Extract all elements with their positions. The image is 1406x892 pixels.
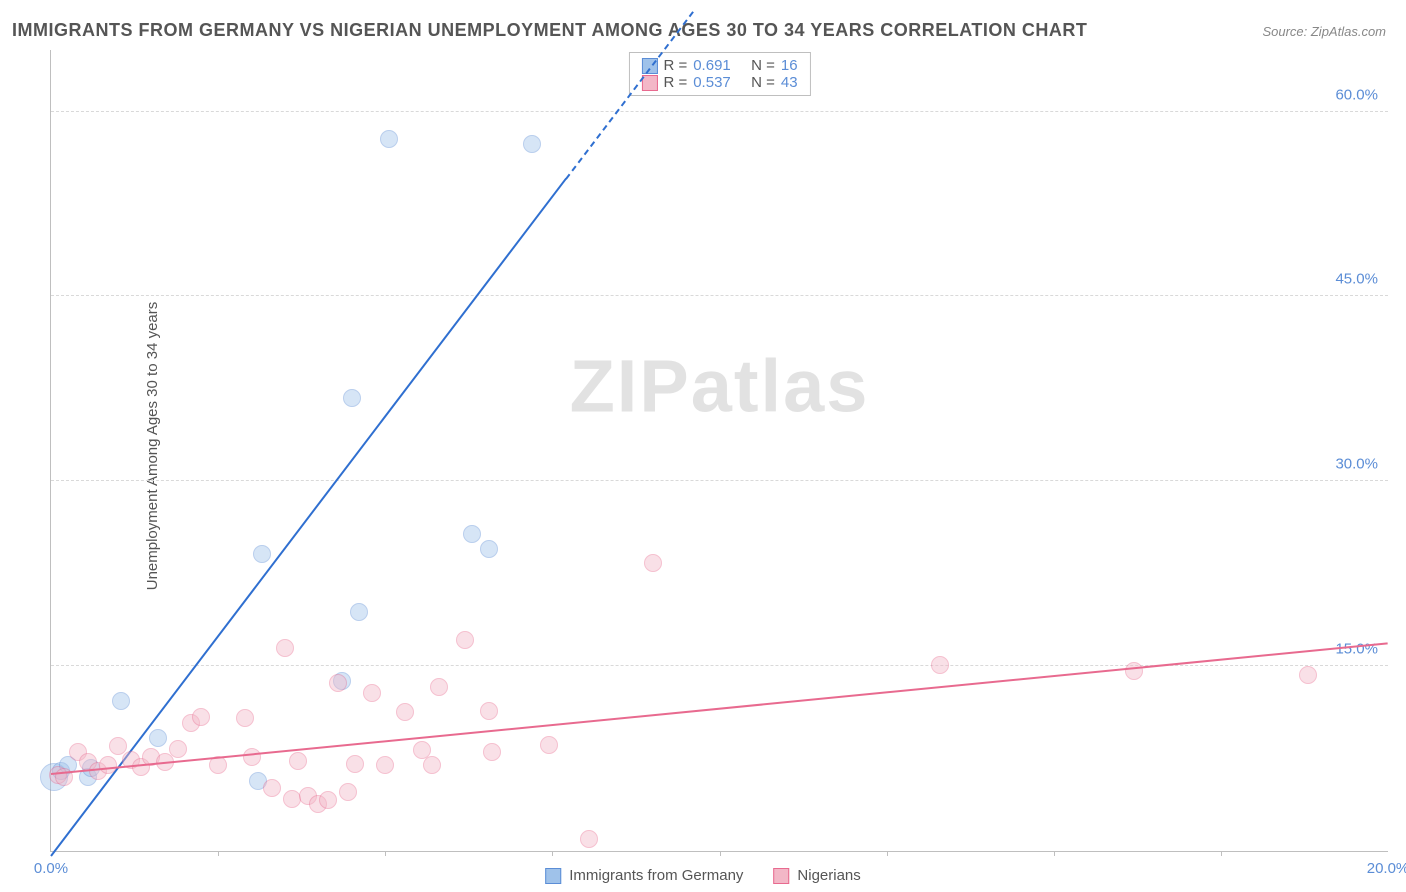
data-point xyxy=(263,779,281,797)
data-point xyxy=(343,389,361,407)
source-label: Source: ZipAtlas.com xyxy=(1262,24,1386,39)
data-point xyxy=(363,684,381,702)
legend-swatch-nigerians xyxy=(773,868,789,884)
legend-label: Nigerians xyxy=(797,867,860,884)
data-point xyxy=(430,678,448,696)
data-point xyxy=(456,631,474,649)
x-tick-mark xyxy=(1054,851,1055,856)
x-tick-mark xyxy=(218,851,219,856)
legend-n-label: N = xyxy=(751,74,775,91)
data-point xyxy=(346,755,364,773)
legend-item-nigerians: Nigerians xyxy=(773,867,860,884)
data-point xyxy=(283,790,301,808)
data-point xyxy=(99,756,117,774)
data-point xyxy=(463,525,481,543)
data-point xyxy=(350,603,368,621)
legend-row: R = 0.691 N = 16 xyxy=(641,57,797,74)
data-point xyxy=(192,708,210,726)
legend-r-value: 0.537 xyxy=(693,74,731,91)
legend-swatch-germany xyxy=(545,868,561,884)
chart-plot-area: ZIPatlas R = 0.691 N = 16 R = 0.537 N = … xyxy=(50,50,1388,852)
gridline xyxy=(51,480,1388,481)
legend-n-label: N = xyxy=(751,57,775,74)
y-tick-label: 60.0% xyxy=(1335,86,1378,103)
x-tick-mark xyxy=(385,851,386,856)
data-point xyxy=(276,639,294,657)
y-tick-label: 30.0% xyxy=(1335,456,1378,473)
data-point xyxy=(483,743,501,761)
data-point xyxy=(480,540,498,558)
watermark: ZIPatlas xyxy=(570,344,870,429)
x-tick-label: 20.0% xyxy=(1367,860,1406,877)
data-point xyxy=(149,729,167,747)
data-point xyxy=(396,703,414,721)
data-point xyxy=(339,783,357,801)
data-point xyxy=(319,791,337,809)
legend-r-label: R = xyxy=(663,57,687,74)
x-tick-label: 0.0% xyxy=(34,860,68,877)
gridline xyxy=(51,111,1388,112)
data-point xyxy=(580,830,598,848)
data-point xyxy=(380,130,398,148)
x-tick-mark xyxy=(887,851,888,856)
data-point xyxy=(423,756,441,774)
data-point xyxy=(1299,666,1317,684)
y-tick-label: 45.0% xyxy=(1335,271,1378,288)
legend-r-value: 0.691 xyxy=(693,57,731,74)
legend-row: R = 0.537 N = 43 xyxy=(641,74,797,91)
x-tick-mark xyxy=(720,851,721,856)
data-point xyxy=(112,692,130,710)
data-point xyxy=(1125,662,1143,680)
legend-item-germany: Immigrants from Germany xyxy=(545,867,743,884)
data-point xyxy=(540,736,558,754)
data-point xyxy=(523,135,541,153)
legend-r-label: R = xyxy=(663,74,687,91)
trend-line xyxy=(51,642,1388,775)
x-tick-mark xyxy=(552,851,553,856)
legend-n-value: 43 xyxy=(781,74,798,91)
gridline xyxy=(51,295,1388,296)
data-point xyxy=(480,702,498,720)
legend-label: Immigrants from Germany xyxy=(569,867,743,884)
data-point xyxy=(289,752,307,770)
data-point xyxy=(236,709,254,727)
data-point xyxy=(644,554,662,572)
data-point xyxy=(253,545,271,563)
series-legend: Immigrants from Germany Nigerians xyxy=(545,867,861,884)
legend-n-value: 16 xyxy=(781,57,798,74)
gridline xyxy=(51,665,1388,666)
data-point xyxy=(329,674,347,692)
chart-title: IMMIGRANTS FROM GERMANY VS NIGERIAN UNEM… xyxy=(12,20,1087,41)
data-point xyxy=(931,656,949,674)
x-tick-mark xyxy=(1221,851,1222,856)
data-point xyxy=(169,740,187,758)
data-point xyxy=(243,748,261,766)
data-point xyxy=(376,756,394,774)
